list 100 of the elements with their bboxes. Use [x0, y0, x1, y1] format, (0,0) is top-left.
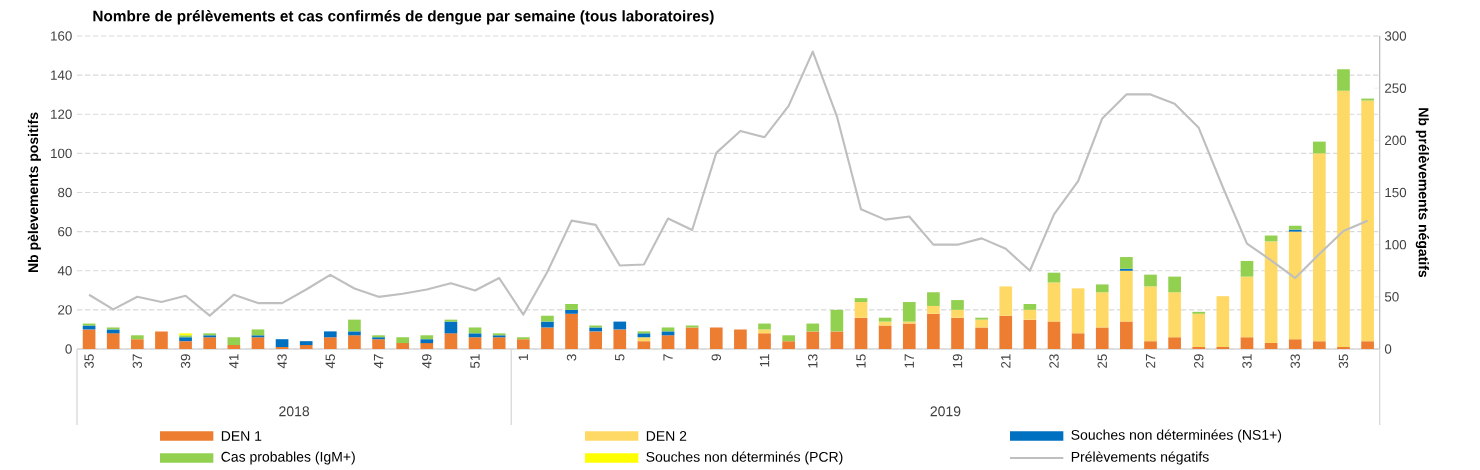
- bar: [878, 317, 892, 322]
- bar: [782, 341, 795, 349]
- y-tick-label: 40: [57, 266, 72, 276]
- bar: [348, 319, 361, 332]
- y-tick-label: 160: [51, 31, 72, 41]
- x-tick-label: 35: [84, 354, 94, 369]
- bar: [1240, 276, 1254, 338]
- x-tick-label: 37: [132, 354, 143, 369]
- bar: [975, 327, 988, 349]
- y2-tick-label: 50: [1384, 292, 1399, 302]
- x-tick-label: 9: [711, 354, 721, 361]
- bar: [613, 321, 627, 330]
- bar: [1047, 282, 1061, 322]
- x-tick-label: 13: [808, 354, 818, 368]
- bar: [830, 309, 844, 332]
- bar: [468, 337, 482, 349]
- bar: [854, 302, 868, 318]
- bar: [927, 292, 940, 306]
- y-tick-label: 140: [51, 70, 72, 80]
- line-series: [88, 50, 1369, 317]
- bar: [1023, 319, 1037, 349]
- bar: [323, 337, 337, 349]
- bar: [1144, 274, 1157, 287]
- x-tick-label: 1: [518, 354, 528, 361]
- bar: [468, 333, 482, 338]
- bar: [396, 343, 410, 349]
- bar: [999, 315, 1013, 349]
- x-tick-label: 49: [422, 354, 432, 369]
- bar: [299, 341, 313, 346]
- bar: [420, 343, 434, 349]
- bar: [1337, 69, 1350, 91]
- y-tick-label: 120: [51, 109, 72, 119]
- bar: [613, 329, 627, 349]
- bar: [758, 329, 771, 334]
- legend-label: DEN 1: [221, 431, 262, 441]
- bar: [758, 333, 771, 349]
- x-tick-label: 3: [566, 354, 577, 361]
- bar: [951, 309, 964, 318]
- bar: [444, 333, 458, 349]
- bar: [1095, 292, 1109, 328]
- bar: [1144, 341, 1157, 349]
- bar: [227, 345, 241, 349]
- text: 2019: [930, 406, 961, 417]
- bar: [1120, 257, 1133, 269]
- bar: [227, 337, 241, 346]
- x-tick-label: 21: [1001, 354, 1011, 368]
- bar: [251, 337, 265, 349]
- bar: [275, 339, 289, 348]
- bar: [565, 309, 578, 314]
- bar: [1361, 341, 1374, 349]
- y-tick-label: 100: [51, 148, 72, 159]
- bar: [106, 329, 120, 334]
- bar: [155, 331, 168, 349]
- x-tick-label: 47: [373, 354, 384, 369]
- bar: [878, 325, 892, 349]
- legend-label: Souches non déterminées (NS1+): [1071, 429, 1282, 443]
- chart-title: Nombre de prélèvements et cas confirmés de dengue par semaine (tous laboratoires): [93, 10, 714, 25]
- x-tick-label: 35: [1338, 354, 1349, 369]
- bar: [1240, 337, 1254, 349]
- x-tick-label: 25: [1097, 354, 1107, 368]
- bar: [902, 323, 916, 349]
- bar: [396, 337, 410, 344]
- bar: [1047, 321, 1061, 349]
- bar: [806, 323, 820, 332]
- x-tick-label: 11: [759, 354, 770, 367]
- bar: [951, 317, 964, 349]
- bar: [131, 339, 144, 349]
- y2-tick-label: 300: [1384, 31, 1407, 41]
- x-tick-label: 39: [180, 354, 191, 369]
- x-tick-label: 33: [1290, 354, 1300, 369]
- bar: [1168, 276, 1181, 293]
- bar: [637, 333, 651, 338]
- legend-label: Souches non déterminés (PCR): [646, 451, 843, 465]
- bar: [1168, 337, 1181, 349]
- bar: [106, 333, 120, 349]
- bar: [1288, 231, 1302, 340]
- bar: [734, 329, 747, 349]
- bar: [975, 319, 988, 328]
- bar: [830, 331, 844, 349]
- bar: [565, 303, 578, 310]
- bar: [927, 305, 940, 314]
- bar: [1120, 270, 1133, 322]
- bar: [661, 331, 675, 336]
- bar: [1264, 343, 1278, 349]
- x-tick-label: 15: [856, 354, 866, 368]
- y2-tick-label: 150: [1385, 187, 1407, 198]
- x-tick-label: 31: [1242, 354, 1252, 369]
- bar: [806, 331, 820, 349]
- bar: [1023, 309, 1037, 320]
- bar: [1071, 288, 1085, 334]
- bar: [1361, 100, 1374, 342]
- bar: [709, 327, 723, 349]
- bar: [1071, 333, 1085, 349]
- x-tick-label: 43: [277, 354, 287, 369]
- bar: [420, 335, 434, 340]
- bar: [661, 327, 675, 332]
- bar: [661, 335, 675, 349]
- bar: [902, 302, 916, 322]
- y2-tick-label: 100: [1385, 239, 1407, 250]
- bar: [468, 327, 482, 334]
